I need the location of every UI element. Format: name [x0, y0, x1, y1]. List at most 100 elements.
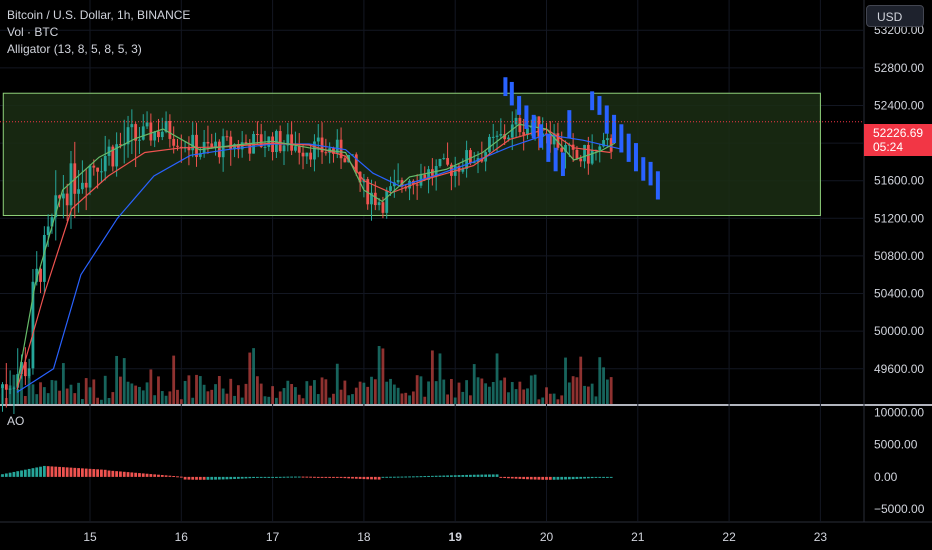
projection-bar [553, 147, 558, 172]
alligator-legend[interactable]: Alligator (13, 8, 5, 8, 5, 3) [7, 42, 142, 56]
volume-bar [469, 395, 472, 404]
ao-legend[interactable]: AO [7, 414, 25, 428]
symbol-title[interactable]: Bitcoin / U.S. Dollar, 1h, BINANCE [7, 8, 191, 22]
candle-body [58, 195, 61, 199]
volume-bar [80, 399, 84, 404]
projection-bar [517, 96, 522, 115]
ao-bar [358, 476, 362, 479]
ao-bar [195, 476, 198, 480]
candle-body [69, 163, 73, 206]
ao-bar [176, 476, 179, 478]
volume-bar [164, 395, 168, 404]
ao-bar [275, 476, 278, 478]
volume-legend[interactable]: Vol · BTC [7, 25, 59, 39]
candle-body [4, 384, 8, 390]
ao-bar [560, 476, 564, 480]
ao-bar [115, 471, 119, 477]
ao-bar [160, 475, 164, 477]
candle-body [316, 137, 320, 142]
ao-bar [39, 466, 42, 477]
volume-bar [286, 380, 290, 404]
ao-bar [183, 476, 187, 480]
candle-body [324, 152, 328, 154]
ao-bar [423, 476, 427, 478]
ao-bar [202, 476, 206, 480]
volume-bar [92, 379, 96, 404]
candle-body [80, 182, 84, 190]
price-scale[interactable]: 53200.0052800.0052400.0052000.0051600.00… [874, 23, 924, 376]
candle-body [153, 131, 157, 141]
projection-bar [531, 114, 536, 139]
volume-bar [88, 387, 92, 404]
ao-histogram [0, 465, 613, 480]
volume-bar [244, 383, 248, 404]
candle-body [503, 134, 507, 140]
range-zone-rectangle[interactable] [2, 92, 821, 216]
ao-tick-label: 0.00 [874, 470, 898, 484]
ao-bar [103, 469, 107, 477]
volume-bar [23, 396, 27, 404]
volume-bar [351, 394, 354, 404]
ao-bar [488, 474, 491, 477]
ao-bar [252, 476, 255, 479]
time-scale[interactable]: 15 16 17 18 19 20 21 22 23 [83, 530, 827, 544]
ao-tick-label: 10000.00 [874, 405, 924, 419]
ao-bar [415, 476, 419, 478]
ao-bar [567, 476, 571, 480]
ao-bar [271, 476, 274, 478]
volume-bar [35, 394, 39, 404]
volume-bar [236, 385, 240, 404]
ao-bar [370, 476, 373, 480]
ao-bar [92, 469, 96, 477]
volume-bar [571, 376, 575, 404]
ao-bar [507, 476, 510, 479]
ao-bar [396, 476, 400, 478]
candle-body [537, 116, 541, 137]
candle-body [469, 150, 472, 164]
volume-bar [31, 384, 35, 404]
candle-body [206, 141, 210, 144]
volume-bar [145, 382, 149, 404]
volume-bar [54, 380, 58, 404]
time-tick-label: 18 [357, 530, 371, 544]
time-tick-label: 19 [449, 530, 463, 544]
ao-pane-background [0, 406, 864, 522]
projection-bar [546, 133, 551, 162]
volume-bar [183, 380, 187, 404]
volume-bar [187, 375, 191, 404]
time-tick-label: 23 [814, 530, 828, 544]
last-price-tag: 52226.69 05:24 [864, 124, 932, 156]
candle-body [263, 146, 267, 148]
candle-body [446, 158, 449, 165]
candle-body [510, 124, 514, 138]
volume-bar [427, 381, 430, 404]
currency-button[interactable]: USD [866, 5, 924, 27]
ao-bar [385, 476, 389, 478]
candle-body [1, 384, 4, 388]
volume-bar [191, 397, 195, 404]
ao-bar [16, 471, 20, 477]
projected-bars[interactable] [503, 77, 660, 200]
candle-body [244, 142, 248, 145]
ao-bar [328, 476, 332, 478]
volume-bar [46, 393, 50, 404]
volume-bar [252, 348, 255, 404]
candle-body [586, 144, 590, 164]
volume-bar [541, 397, 545, 404]
volume-bar [484, 383, 488, 404]
candle-body [103, 155, 107, 172]
volume-bar [301, 398, 305, 404]
ao-scale[interactable]: 10000.00 5000.00 0.00 −5000.00 [874, 405, 925, 516]
volume-bar [294, 387, 297, 404]
volume-bar [278, 391, 282, 404]
ao-bar [335, 476, 339, 478]
candle-body [111, 146, 115, 167]
volume-bar [598, 357, 602, 404]
projection-bar [560, 152, 565, 176]
candle-body [12, 387, 16, 389]
volume-bar [233, 395, 236, 404]
candle-body [145, 122, 149, 127]
volume-bar [100, 399, 103, 404]
volume-bar [529, 375, 533, 404]
